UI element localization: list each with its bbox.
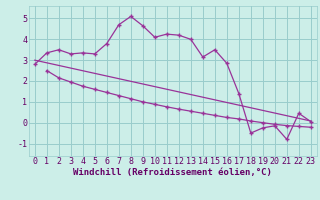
X-axis label: Windchill (Refroidissement éolien,°C): Windchill (Refroidissement éolien,°C) [73, 168, 272, 177]
